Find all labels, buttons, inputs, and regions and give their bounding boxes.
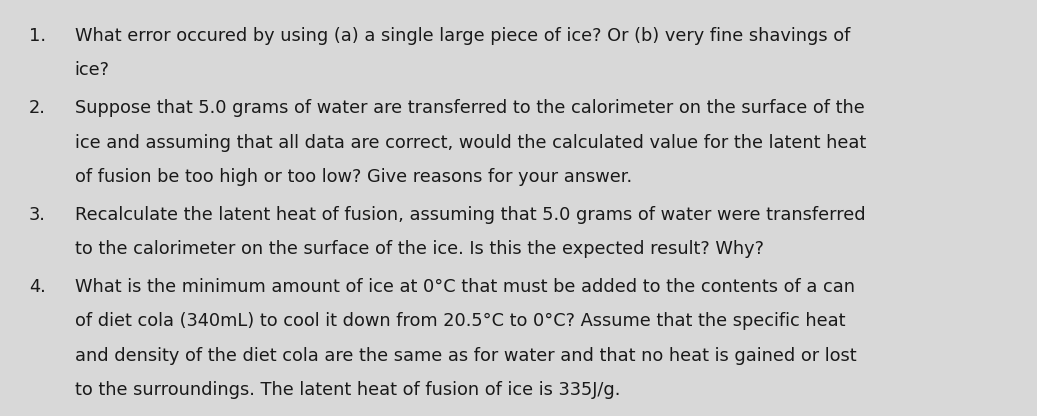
Text: 1.: 1. xyxy=(29,27,46,45)
Text: 2.: 2. xyxy=(29,99,46,117)
Text: of diet cola (340mL) to cool it down from 20.5°C to 0°C? Assume that the specifi: of diet cola (340mL) to cool it down fro… xyxy=(75,312,845,330)
Text: to the calorimeter on the surface of the ice. Is this the expected result? Why?: to the calorimeter on the surface of the… xyxy=(75,240,763,258)
Text: Suppose that 5.0 grams of water are transferred to the calorimeter on the surfac: Suppose that 5.0 grams of water are tran… xyxy=(75,99,865,117)
Text: to the surroundings. The latent heat of fusion of ice is 335J/g.: to the surroundings. The latent heat of … xyxy=(75,381,620,399)
Text: ice and assuming that all data are correct, would the calculated value for the l: ice and assuming that all data are corre… xyxy=(75,134,866,151)
Text: and density of the diet cola are the same as for water and that no heat is gaine: and density of the diet cola are the sam… xyxy=(75,347,857,364)
Text: 4.: 4. xyxy=(29,278,46,296)
Text: of fusion be too high or too low? Give reasons for your answer.: of fusion be too high or too low? Give r… xyxy=(75,168,632,186)
Text: What is the minimum amount of ice at 0°C that must be added to the contents of a: What is the minimum amount of ice at 0°C… xyxy=(75,278,854,296)
Text: What error occured by using (a) a single large piece of ice? Or (b) very fine sh: What error occured by using (a) a single… xyxy=(75,27,850,45)
Text: Recalculate the latent heat of fusion, assuming that 5.0 grams of water were tra: Recalculate the latent heat of fusion, a… xyxy=(75,206,865,224)
Text: ice?: ice? xyxy=(75,61,110,79)
Text: 3.: 3. xyxy=(29,206,46,224)
